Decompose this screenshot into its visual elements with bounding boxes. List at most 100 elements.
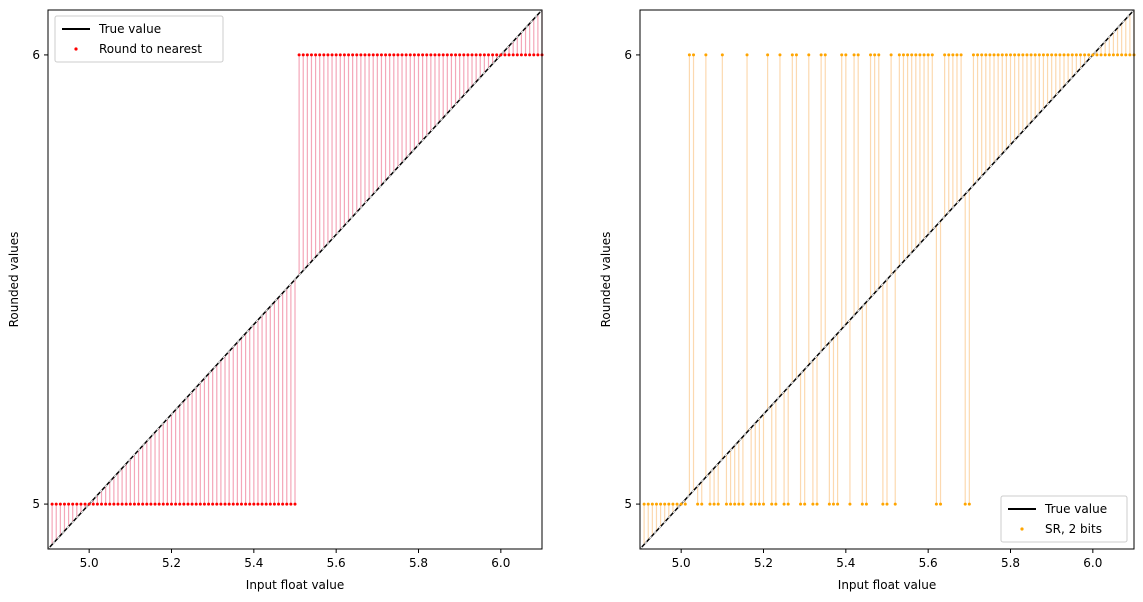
data-point [466,53,470,57]
data-point [157,502,161,506]
data-point [1103,53,1107,57]
legend-box [1000,495,1128,543]
data-point [667,502,671,506]
x-tick-label: 5.4 [836,556,855,570]
data-point [326,53,330,57]
data-point [967,502,971,506]
data-point [1058,53,1062,57]
data-point [429,53,433,57]
data-point [351,53,355,57]
data-point [149,502,153,506]
data-point [741,502,745,506]
data-point [50,502,54,506]
data-point [186,502,190,506]
data-point [1033,53,1037,57]
data-point [1099,53,1103,57]
data-point [811,502,815,506]
data-point [120,502,124,506]
data-point [762,502,765,506]
data-point [454,53,458,57]
data-point [75,502,79,506]
data-point [786,502,790,506]
true-value-dash-overlay [47,9,543,550]
data-point [873,53,877,57]
data-point [62,502,66,506]
data-point [528,53,532,57]
data-point [425,53,429,57]
data-point [314,53,318,57]
data-point [671,502,675,506]
data-point [116,502,120,506]
data-point [161,502,165,506]
data-point [918,53,922,57]
data-point [1111,53,1115,57]
x-tick-label: 5.4 [244,556,263,570]
legend-sr-2-bits-swatch [1020,527,1024,531]
data-point [474,53,478,57]
data-point [1062,53,1066,57]
legend: True value SR, 2 bits [1000,495,1128,543]
data-point [687,53,691,57]
data-point [67,502,71,506]
data-point [202,502,206,506]
y-axis-label: Rounded values [599,232,613,328]
diagonal-group [47,9,543,550]
data-point [770,502,774,506]
data-point [650,502,654,506]
data-point [988,53,992,57]
data-point [515,53,519,57]
data-point [1017,53,1021,57]
data-point [827,502,831,506]
x-tick-label: 5.6 [919,556,938,570]
points-group [642,53,1136,506]
data-point [864,502,868,506]
data-point [819,53,823,57]
data-point [642,502,646,506]
data-point [449,53,453,57]
data-point [675,502,679,506]
data-point [281,502,285,506]
data-point [1041,53,1045,57]
data-point [334,53,338,57]
legend-round-to-nearest-swatch [74,47,78,51]
data-point [170,502,173,506]
data-point [408,53,412,57]
data-point [869,53,873,57]
x-tick-label: 6.0 [1083,556,1102,570]
data-point [433,53,437,57]
data-point [1083,53,1087,57]
data-point [692,53,696,57]
legend-true-value-label: True value [98,22,161,36]
data-point [799,502,803,506]
data-point [696,502,700,506]
data-point [1095,53,1099,57]
data-point [363,53,367,57]
data-point [934,502,938,506]
data-point [971,53,975,57]
x-axis-label: Input float value [246,578,344,592]
data-point [724,502,728,506]
data-point [132,502,136,506]
data-point [355,53,359,57]
legend-box [54,15,224,63]
data-point [178,502,182,506]
data-point [100,502,104,506]
data-point [227,502,231,506]
data-point [807,53,811,57]
data-point [495,53,499,57]
data-point [856,53,860,57]
data-point [462,53,466,57]
data-point [293,502,297,506]
data-point [289,502,293,506]
data-point [79,502,83,506]
data-point [128,502,132,506]
data-point [943,53,947,57]
data-point [297,53,301,57]
data-point [901,53,905,57]
data-point [396,53,400,57]
data-point [174,502,178,506]
data-point [379,53,383,57]
data-point [757,502,761,506]
data-point [654,502,658,506]
y-ticks: 56 [624,48,640,511]
